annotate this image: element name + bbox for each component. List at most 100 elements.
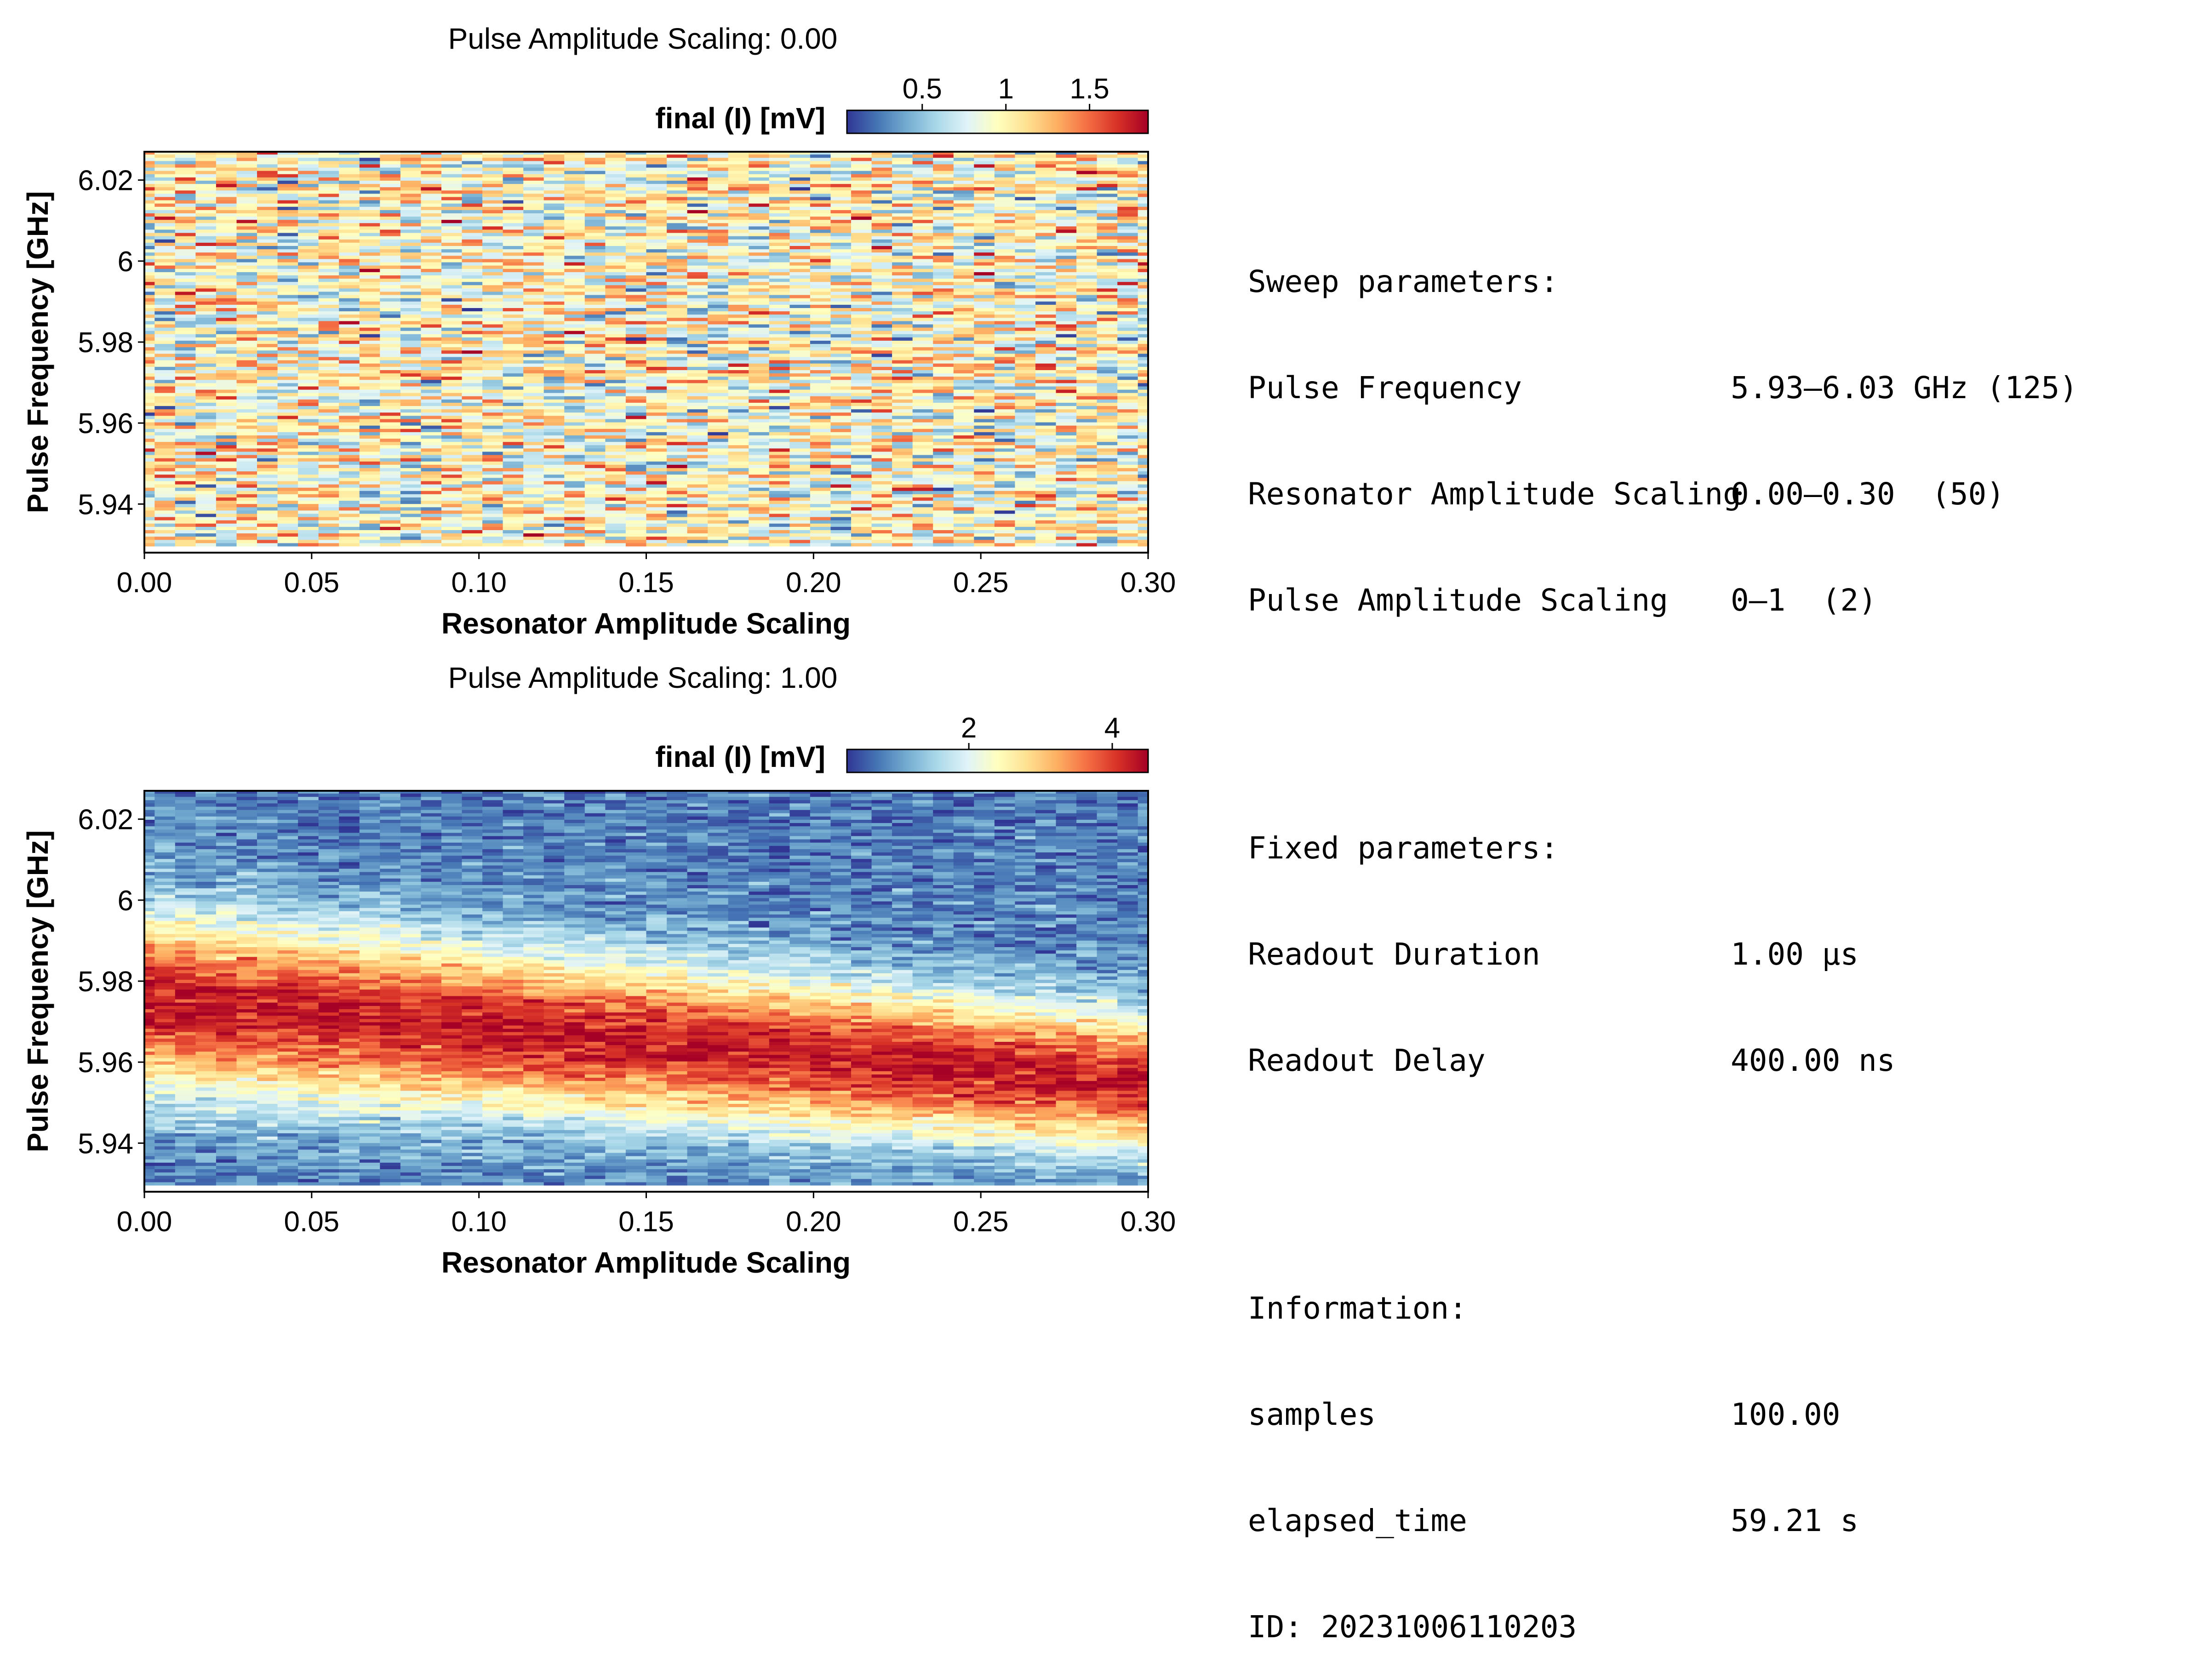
heatmap-cell — [626, 455, 646, 458]
heatmap-cell — [257, 190, 278, 194]
heatmap-cell — [257, 468, 278, 472]
heatmap-cell — [626, 432, 646, 435]
heatmap-cell — [564, 236, 585, 240]
heatmap-cell — [339, 389, 360, 393]
heatmap-cell — [462, 197, 483, 200]
heatmap-cell — [462, 249, 483, 253]
heatmap-cell — [175, 158, 196, 161]
heatmap-cell — [523, 200, 544, 204]
heatmap-cell — [216, 327, 237, 331]
heatmap-cell — [319, 272, 339, 275]
heatmap-cell — [831, 464, 852, 468]
heatmap-cell — [913, 494, 933, 497]
heatmap-cell — [913, 533, 933, 537]
heatmap-cell — [728, 360, 749, 364]
heatmap-cell — [913, 180, 933, 184]
heatmap-cell — [933, 187, 954, 191]
heatmap-cell — [175, 520, 196, 524]
heatmap-cell — [872, 252, 892, 256]
heatmap-cell — [687, 291, 708, 295]
heatmap-cell — [462, 190, 483, 194]
heatmap-cell — [175, 409, 196, 413]
heatmap-cell — [585, 256, 606, 259]
heatmap-cell — [831, 298, 852, 302]
heatmap-cell — [831, 520, 852, 524]
heatmap-cell — [154, 425, 175, 429]
heatmap-cell — [769, 383, 790, 387]
heatmap-cell — [933, 481, 954, 485]
heatmap-cell — [933, 504, 954, 508]
heatmap-cell — [482, 393, 503, 396]
heatmap-cell — [831, 233, 852, 236]
heatmap-cell — [564, 523, 585, 527]
heatmap-cell — [421, 311, 441, 315]
heatmap-cell — [441, 487, 462, 491]
heatmap-cell — [360, 308, 380, 311]
heatmap-cell — [872, 370, 892, 373]
heatmap-cell — [421, 514, 441, 517]
heatmap-cell — [482, 432, 503, 435]
heatmap-cell — [462, 354, 483, 357]
heatmap-cell — [933, 282, 954, 286]
heatmap-cell — [626, 344, 646, 348]
heatmap-cell — [626, 265, 646, 269]
heatmap-cell — [585, 530, 606, 533]
heatmap-cell — [667, 334, 687, 337]
heatmap-cell — [216, 347, 237, 351]
heatmap-cell — [851, 360, 872, 364]
heatmap-cell — [175, 445, 196, 449]
heatmap-cell — [503, 425, 524, 429]
heatmap-cell — [195, 402, 216, 406]
heatmap-cell — [892, 491, 913, 494]
heatmap-cell — [810, 220, 831, 223]
heatmap-cell — [195, 455, 216, 458]
heatmap-cell — [237, 291, 257, 295]
heatmap-cell — [667, 318, 687, 321]
heatmap-cell — [523, 448, 544, 452]
heatmap-cell — [278, 197, 298, 200]
heatmap-cell — [646, 141, 667, 145]
heatmap-cell — [810, 174, 831, 177]
heatmap-cell — [339, 285, 360, 289]
heatmap-cell — [441, 484, 462, 488]
heatmap-cell — [605, 269, 626, 272]
heatmap-cell — [872, 282, 892, 286]
heatmap-cell — [687, 252, 708, 256]
heatmap-cell — [482, 478, 503, 481]
heatmap-cell — [462, 478, 483, 481]
heatmap-cell — [913, 435, 933, 439]
heatmap-cell — [564, 220, 585, 223]
heatmap-cell — [400, 526, 421, 530]
heatmap-cell — [482, 402, 503, 406]
heatmap-cell — [339, 360, 360, 364]
heatmap-cell — [421, 520, 441, 524]
heatmap-cell — [298, 327, 319, 331]
heatmap-cell — [421, 429, 441, 432]
heatmap-cell — [237, 432, 257, 435]
heatmap-cell — [851, 213, 872, 217]
heatmap-cell — [626, 543, 646, 547]
heatmap-cell — [605, 265, 626, 269]
heatmap-cell — [257, 161, 278, 165]
heatmap-cell — [482, 487, 503, 491]
heatmap-cell — [769, 494, 790, 497]
heatmap-cell — [339, 194, 360, 197]
heatmap-cell — [585, 226, 606, 230]
heatmap-cell — [626, 138, 646, 142]
heatmap-cell — [708, 272, 728, 275]
heatmap-cell — [564, 327, 585, 331]
heatmap-cell — [216, 177, 237, 181]
heatmap-cell — [421, 501, 441, 504]
heatmap-cell — [544, 210, 565, 213]
heatmap-cell — [154, 239, 175, 243]
heatmap-cell — [257, 471, 278, 475]
heatmap-cell — [503, 141, 524, 145]
heatmap-cell — [360, 288, 380, 292]
heatmap-cell — [933, 301, 954, 305]
heatmap-cell — [933, 321, 954, 325]
heatmap-cell — [749, 419, 769, 423]
heatmap-cell — [257, 354, 278, 357]
heatmap-cell — [892, 510, 913, 514]
heatmap-cell — [789, 174, 810, 177]
heatmap-cell — [585, 190, 606, 194]
